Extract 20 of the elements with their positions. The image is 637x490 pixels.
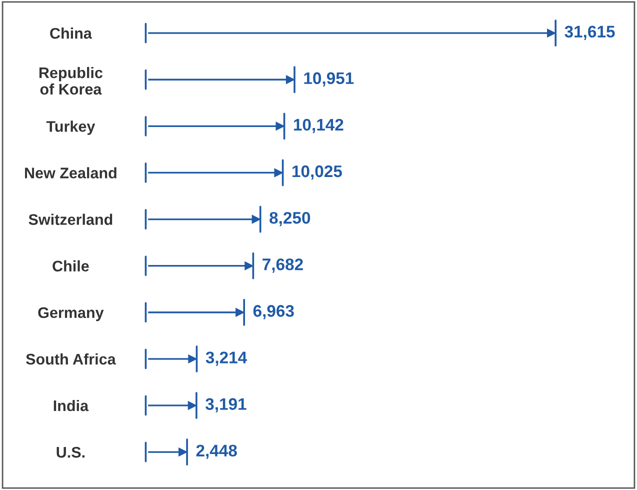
y-tick-label: New Zealand: [25, 167, 116, 178]
y-tick-label: China: [50, 28, 92, 39]
y-tick-label: South Africa: [26, 353, 116, 365]
data-label: 7,682: [262, 258, 303, 273]
data-label: 10,142: [294, 118, 344, 134]
data-label: 10,025: [292, 165, 342, 180]
data-label: 2,448: [196, 444, 237, 459]
data-label: 10,951: [304, 72, 354, 87]
y-tick-label: India: [54, 400, 89, 412]
data-label: 3,191: [206, 398, 246, 412]
y-tick-label: Germany: [38, 307, 104, 322]
y-tick-label: Republic of Korea: [39, 66, 103, 95]
data-label: 31,615: [564, 26, 615, 40]
y-tick-label: Turkey: [46, 120, 96, 135]
y-tick-label: Switzerland: [28, 214, 112, 225]
y-tick-label: U.S.: [56, 446, 84, 458]
data-label: 3,214: [206, 352, 248, 366]
data-label: 6,963: [253, 305, 294, 320]
y-tick-label: Chile: [52, 260, 89, 272]
data-label: 8,250: [270, 212, 310, 226]
